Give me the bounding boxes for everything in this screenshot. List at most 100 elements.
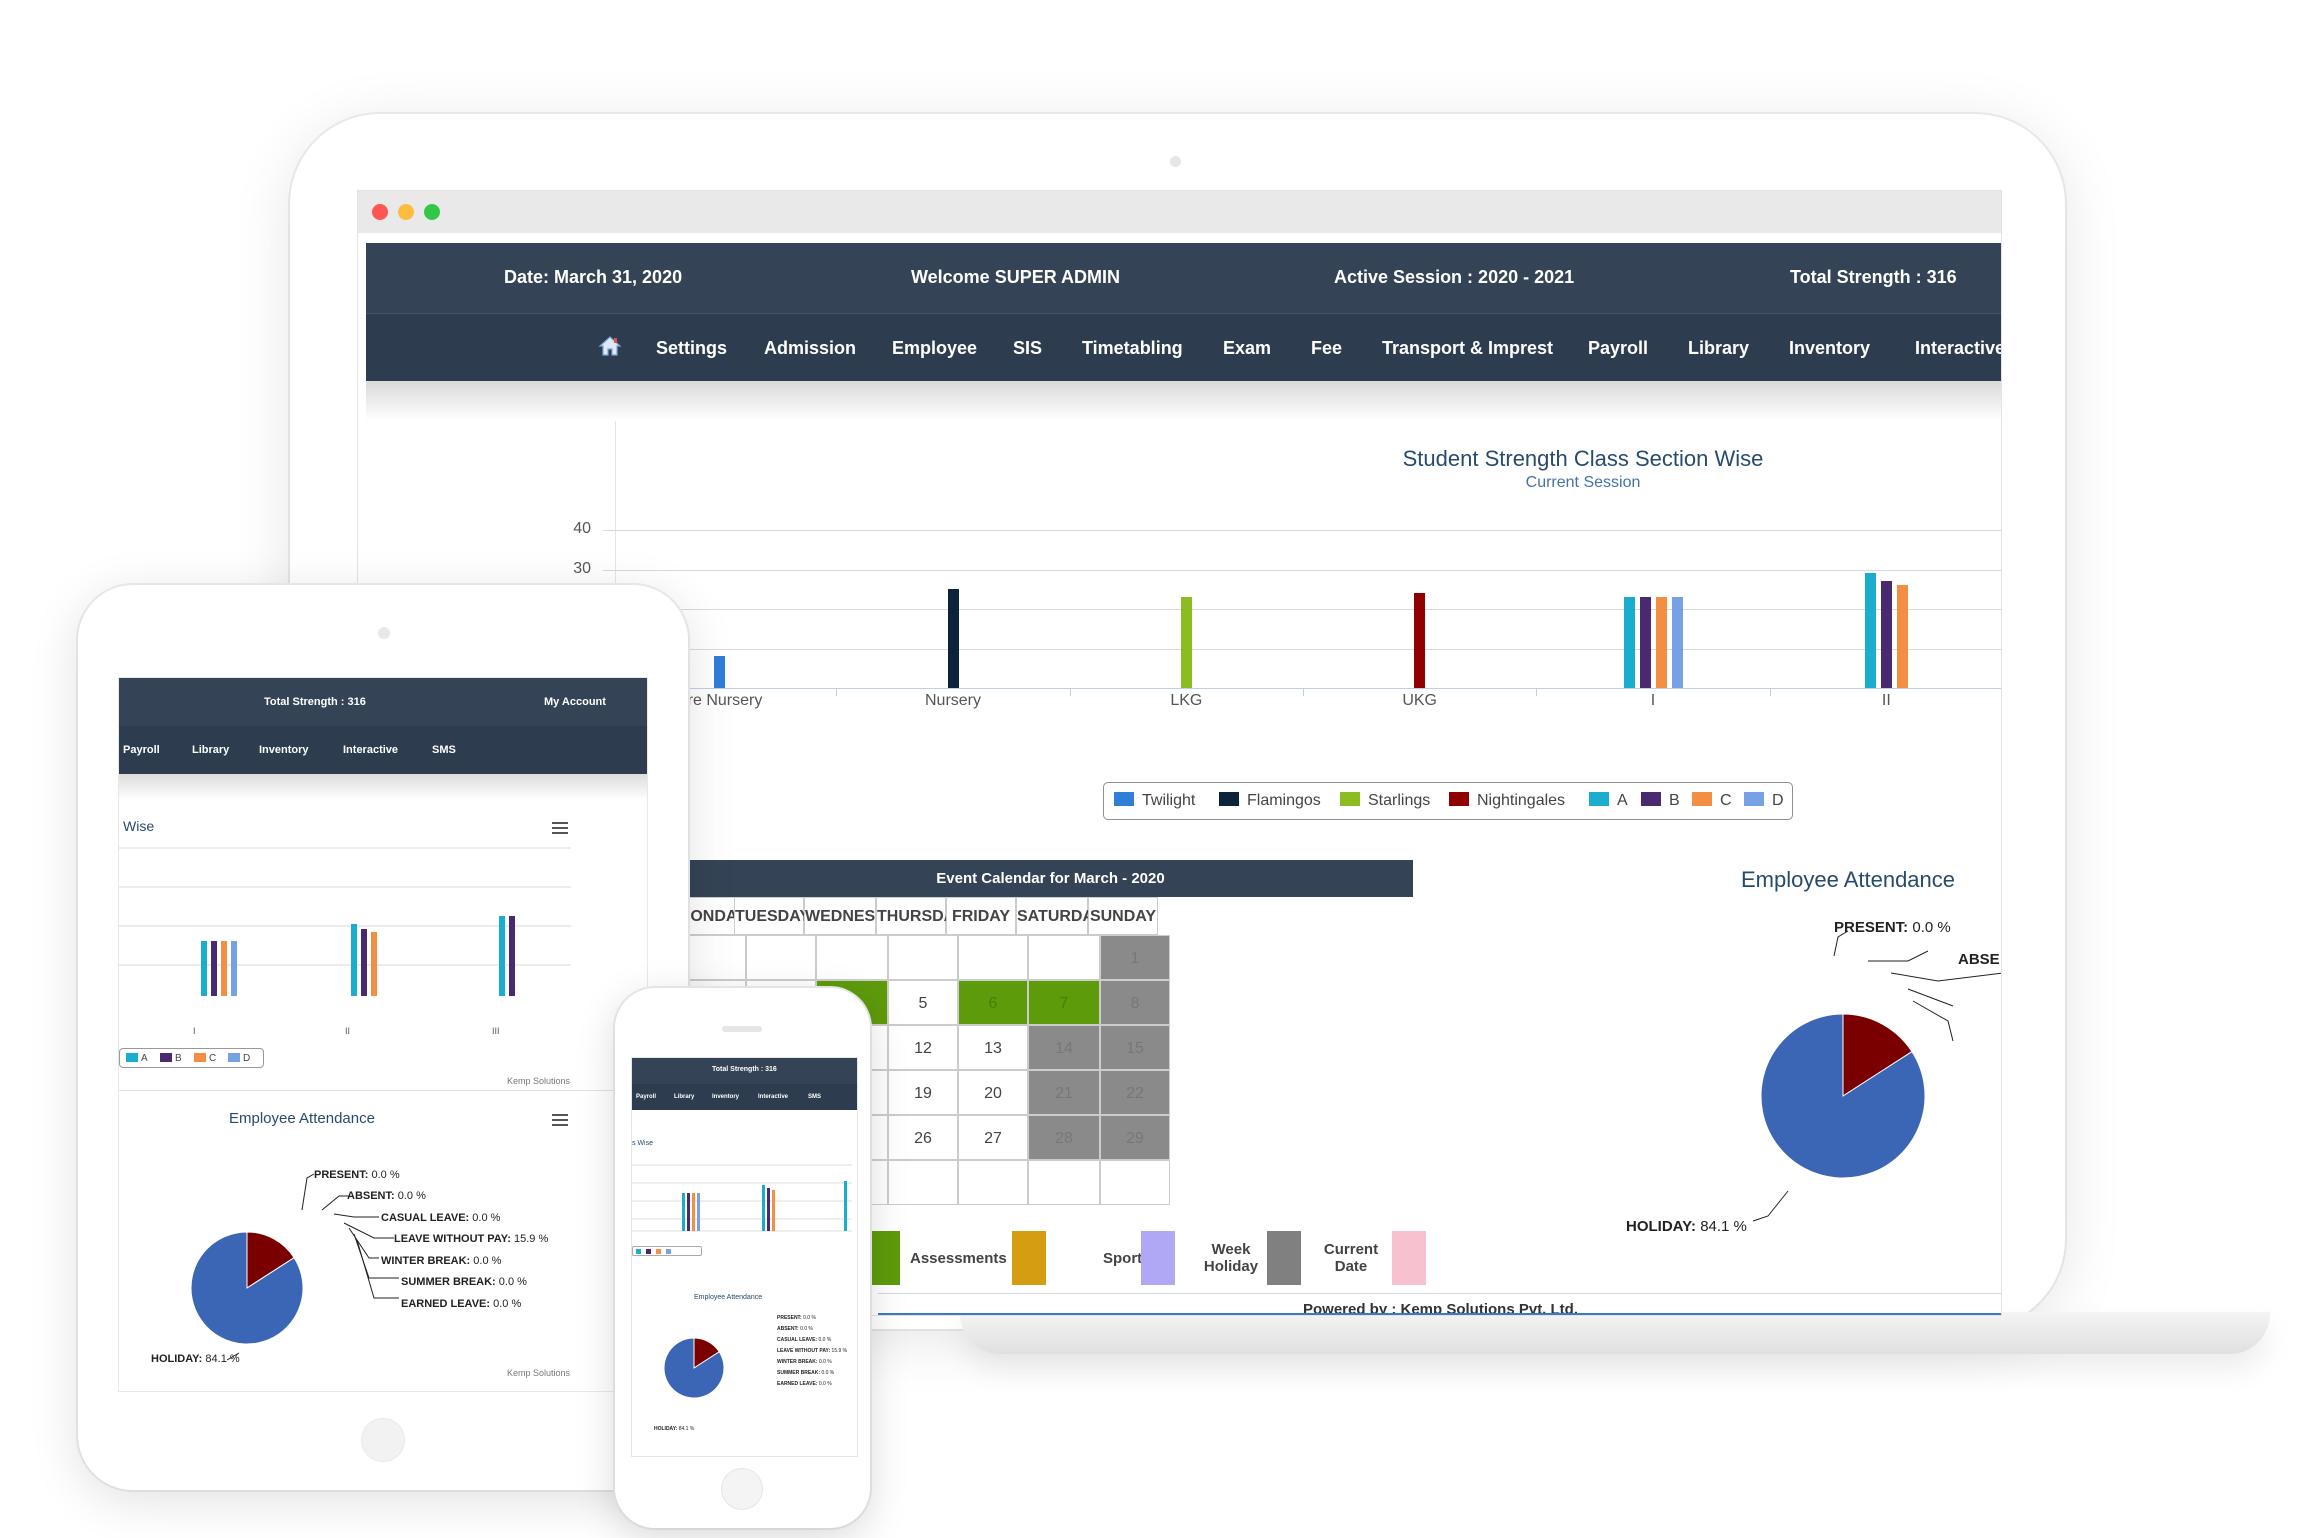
chart-legend: Twilight Flamingos Starlings Nightingale… bbox=[1103, 782, 1793, 820]
calendar-cell[interactable]: 12 bbox=[888, 1025, 958, 1070]
calendar-cell[interactable]: 1 bbox=[1100, 935, 1170, 980]
calendar-cell[interactable]: 28 bbox=[1028, 1115, 1100, 1160]
calendar-cell[interactable] bbox=[1100, 1160, 1170, 1205]
calendar-cell[interactable]: 26 bbox=[888, 1115, 958, 1160]
pie-slice-holiday[interactable] bbox=[1760, 1013, 1926, 1179]
tablet-my-account[interactable]: My Account bbox=[544, 696, 606, 708]
calendar-cell[interactable]: 7 bbox=[1028, 980, 1100, 1025]
nav-sis[interactable]: SIS bbox=[1013, 338, 1043, 358]
pie-slice-leave-without-pay[interactable] bbox=[1842, 1013, 1913, 1097]
calendar-cell[interactable]: 5 bbox=[888, 980, 958, 1025]
attendance-pie-chart bbox=[1752, 930, 2001, 1222]
gridline bbox=[603, 648, 2001, 650]
bar-twilight[interactable] bbox=[714, 656, 726, 688]
maximize-window-button[interactable] bbox=[424, 204, 440, 220]
calendar-cell[interactable]: 8 bbox=[1100, 980, 1170, 1025]
legend-item[interactable]: C bbox=[1692, 792, 1732, 810]
bar-c[interactable] bbox=[1896, 585, 1908, 688]
calendar-cell[interactable] bbox=[958, 1160, 1028, 1205]
calendar-cell[interactable]: 22 bbox=[1100, 1070, 1170, 1115]
close-window-button[interactable] bbox=[372, 204, 388, 220]
tablet-bar bbox=[211, 941, 217, 996]
key-swatch bbox=[1141, 1231, 1175, 1285]
bar-c[interactable] bbox=[1655, 597, 1667, 688]
bar-b[interactable] bbox=[1639, 597, 1651, 688]
nav-employee[interactable]: Employee bbox=[892, 338, 978, 358]
key-label: Sport bbox=[1103, 1250, 1143, 1267]
minimize-window-button[interactable] bbox=[398, 204, 414, 220]
calendar-cell[interactable]: 13 bbox=[958, 1025, 1028, 1070]
tablet-nav-payroll[interactable]: Payroll bbox=[123, 744, 160, 756]
calendar-cell[interactable] bbox=[1028, 1160, 1100, 1205]
tablet-nav-interactive[interactable]: Interactive bbox=[343, 744, 399, 756]
tablet-nav-inventory[interactable]: Inventory bbox=[259, 744, 309, 756]
bar-d[interactable] bbox=[1671, 597, 1683, 688]
tablet-nav-sms[interactable]: SMS bbox=[432, 744, 456, 756]
calendar-cell[interactable]: 6 bbox=[958, 980, 1028, 1025]
tablet-pie-menu-icon[interactable] bbox=[552, 1114, 568, 1126]
tablet-pie-label: SUMMER BREAK: 0.0 % bbox=[401, 1276, 527, 1288]
calendar-cell[interactable]: 19 bbox=[888, 1070, 958, 1115]
nav-timetabling[interactable]: Timetabling bbox=[1082, 338, 1183, 358]
nav-payroll[interactable]: Payroll bbox=[1588, 338, 1649, 358]
bar-a[interactable] bbox=[1623, 597, 1635, 688]
pie-slice-holiday[interactable] bbox=[663, 1337, 725, 1399]
tablet-home-button[interactable] bbox=[361, 1418, 405, 1462]
calendar-cell[interactable] bbox=[958, 935, 1028, 980]
nav-inventory[interactable]: Inventory bbox=[1789, 338, 1871, 358]
phone-pie-holiday: HOLIDAY: 84.1 % bbox=[654, 1426, 695, 1432]
pie-slice-leave-without-pay[interactable] bbox=[246, 1231, 295, 1289]
calendar-cell[interactable]: 27 bbox=[958, 1115, 1028, 1160]
nav-exam[interactable]: Exam bbox=[1223, 338, 1272, 358]
bar-b[interactable] bbox=[1880, 581, 1892, 688]
phone-nav-payroll[interactable]: Payroll bbox=[636, 1094, 657, 1100]
phone-nav-sms[interactable]: SMS bbox=[808, 1094, 822, 1100]
calendar-cell[interactable] bbox=[888, 1160, 958, 1205]
calendar-cell[interactable] bbox=[816, 935, 888, 980]
tablet-xcat: III bbox=[492, 1026, 500, 1036]
calendar-cell[interactable] bbox=[746, 935, 816, 980]
legend-item[interactable]: Nightingales bbox=[1449, 792, 1565, 810]
bar-flamingos[interactable] bbox=[947, 589, 959, 688]
tablet-chart-title: Wise bbox=[123, 818, 155, 834]
pie-slice-holiday[interactable] bbox=[190, 1231, 304, 1345]
phone-nav-inventory[interactable]: Inventory bbox=[712, 1094, 740, 1100]
tablet-pie-label: ABSENT: 0.0 % bbox=[347, 1190, 426, 1202]
legend-item[interactable]: Flamingos bbox=[1219, 792, 1321, 810]
chart-title: Student Strength Class Section Wise bbox=[1402, 446, 1764, 471]
tablet-nav-library[interactable]: Library bbox=[192, 744, 230, 756]
nav-library[interactable]: Library bbox=[1688, 338, 1750, 358]
legend-item[interactable]: Twilight bbox=[1114, 792, 1195, 810]
tablet-legend: A B C D bbox=[119, 1048, 264, 1068]
bar-nightingales[interactable] bbox=[1414, 593, 1426, 688]
calendar-cell[interactable] bbox=[1028, 935, 1100, 980]
calendar-cell[interactable]: 14 bbox=[1028, 1025, 1100, 1070]
nav-admission[interactable]: Admission bbox=[764, 338, 857, 358]
calendar-cell[interactable]: 29 bbox=[1100, 1115, 1170, 1160]
legend-item[interactable]: A bbox=[1589, 792, 1628, 810]
calendar-cell[interactable]: 21 bbox=[1028, 1070, 1100, 1115]
calendar-cell[interactable]: 20 bbox=[958, 1070, 1028, 1115]
calendar-cell[interactable] bbox=[888, 935, 958, 980]
nav-transport-imprest[interactable]: Transport & Imprest bbox=[1382, 338, 1554, 358]
tablet-bar-chart bbox=[119, 847, 571, 996]
bar-starlings[interactable] bbox=[1180, 597, 1192, 688]
nav-fee[interactable]: Fee bbox=[1311, 338, 1343, 358]
nav-interactive[interactable]: Interactive bbox=[1915, 338, 2002, 358]
tablet-total-strength: Total Strength : 316 bbox=[264, 696, 366, 708]
tablet-chart-menu-icon[interactable] bbox=[552, 822, 568, 834]
phone-topbar: Total Strength : 316 bbox=[632, 1058, 857, 1084]
bar-a[interactable] bbox=[1864, 573, 1876, 688]
x-tick bbox=[1069, 688, 1071, 696]
home-icon[interactable] bbox=[598, 334, 622, 358]
x-category-label: LKG bbox=[1170, 692, 1203, 709]
phone-home-button[interactable] bbox=[721, 1468, 763, 1510]
nav-settings[interactable]: Settings bbox=[656, 338, 728, 358]
legend-item[interactable]: B bbox=[1641, 792, 1680, 810]
phone-nav-library[interactable]: Library bbox=[674, 1094, 695, 1100]
calendar-day-header: TUESDAY bbox=[734, 897, 810, 935]
legend-item[interactable]: Starlings bbox=[1340, 792, 1430, 810]
phone-nav-interactive[interactable]: Interactive bbox=[758, 1094, 789, 1100]
calendar-cell[interactable]: 15 bbox=[1100, 1025, 1170, 1070]
legend-item[interactable]: D bbox=[1744, 792, 1784, 810]
